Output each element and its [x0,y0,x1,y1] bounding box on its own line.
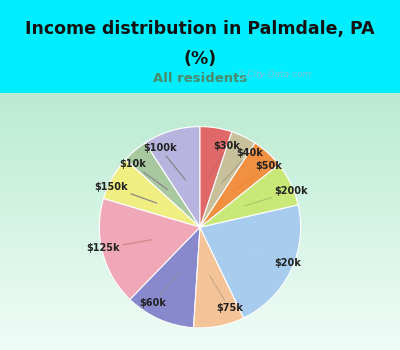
Text: $100k: $100k [143,143,185,180]
Text: $20k: $20k [245,248,301,268]
Wedge shape [99,198,200,300]
Text: $50k: $50k [234,161,282,191]
Wedge shape [104,160,200,227]
Text: $60k: $60k [140,272,180,308]
Text: $150k: $150k [94,182,156,203]
Wedge shape [145,127,200,227]
Wedge shape [194,227,244,328]
Wedge shape [200,143,279,227]
Text: $10k: $10k [120,159,168,190]
Text: Income distribution in Palmdale, PA: Income distribution in Palmdale, PA [25,20,375,38]
Text: $125k: $125k [86,240,152,253]
Wedge shape [130,227,200,328]
Text: $75k: $75k [210,276,243,313]
Wedge shape [200,127,232,227]
Text: $30k: $30k [208,141,240,178]
Wedge shape [200,164,298,227]
Text: (%): (%) [184,50,216,68]
Wedge shape [200,205,301,318]
Text: ⓘ City-Data.com: ⓘ City-Data.com [239,70,311,79]
Text: $200k: $200k [245,187,308,206]
Wedge shape [200,132,255,227]
Text: All residents: All residents [153,72,247,85]
Wedge shape [126,143,200,227]
Text: $40k: $40k [222,148,263,183]
